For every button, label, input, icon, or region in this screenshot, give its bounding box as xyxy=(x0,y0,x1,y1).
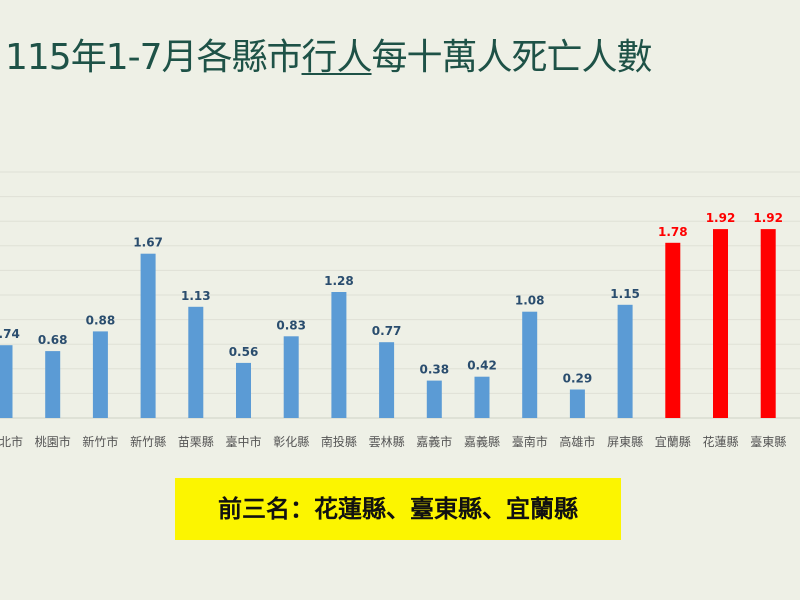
x-tick-label-10: 嘉義縣 xyxy=(464,434,500,449)
bar-0 xyxy=(0,345,13,418)
x-tick-label-16: 臺東縣 xyxy=(750,434,786,449)
bar-4 xyxy=(188,306,204,418)
chart-title: 115年1-7月各縣市行人每十萬人死亡人數 xyxy=(0,30,800,86)
value-label-7: 1.28 xyxy=(324,274,354,288)
x-tick-label-11: 臺南市 xyxy=(512,434,548,449)
bar-3 xyxy=(140,253,156,418)
value-label-5: 0.56 xyxy=(229,345,259,359)
value-label-11: 1.08 xyxy=(515,294,545,308)
chart-title-underlined: 行人 xyxy=(301,37,373,78)
value-label-0: 0.74 xyxy=(0,327,20,341)
value-label-12: 0.29 xyxy=(563,372,593,386)
x-tick-label-0: 臺北市 xyxy=(0,434,23,449)
x-tick-label-1: 桃園市 xyxy=(35,434,71,449)
x-tick-label-9: 嘉義市 xyxy=(416,434,452,449)
bar-9 xyxy=(426,380,442,418)
x-tick-label-6: 彰化縣 xyxy=(273,434,309,449)
x-tick-label-8: 雲林縣 xyxy=(369,435,405,449)
bar-5 xyxy=(236,362,251,418)
top-three-callout: 前三名：花蓮縣、臺東縣、宜蘭縣 xyxy=(175,478,621,540)
x-tick-label-15: 花蓮縣 xyxy=(702,434,738,449)
x-tick-label-14: 宜蘭縣 xyxy=(655,434,691,449)
x-tick-label-13: 屏東縣 xyxy=(607,435,643,449)
chart-title-suffix: 每十萬人死亡人數 xyxy=(371,37,653,78)
x-tick-label-2: 新竹市 xyxy=(82,434,118,449)
value-label-4: 1.13 xyxy=(181,289,211,303)
bars xyxy=(0,229,776,418)
value-label-10: 0.42 xyxy=(467,359,497,373)
value-label-15: 1.92 xyxy=(706,211,736,225)
bar-12 xyxy=(569,389,585,418)
value-label-14: 1.78 xyxy=(658,225,688,239)
bar-14 xyxy=(665,242,681,418)
x-tick-label-7: 南投縣 xyxy=(321,434,357,449)
x-tick-label-5: 臺中市 xyxy=(225,434,261,449)
bar-16 xyxy=(760,229,776,418)
value-label-13: 1.15 xyxy=(610,287,640,301)
value-label-3: 1.67 xyxy=(133,236,163,250)
bar-13 xyxy=(617,304,633,418)
x-tick-labels: 臺北市桃園市新竹市新竹縣苗栗縣臺中市彰化縣南投縣雲林縣嘉義市嘉義縣臺南市高雄市屏… xyxy=(0,434,786,449)
value-label-9: 0.38 xyxy=(419,363,449,377)
bar-6 xyxy=(283,336,299,418)
x-tick-label-4: 苗栗縣 xyxy=(178,435,214,449)
x-tick-label-3: 新竹縣 xyxy=(130,434,166,449)
bar-2 xyxy=(92,331,108,418)
bar-8 xyxy=(379,342,395,418)
value-label-2: 0.88 xyxy=(86,313,116,327)
value-label-6: 0.83 xyxy=(276,318,306,332)
bar-15 xyxy=(713,229,728,418)
value-label-16: 1.92 xyxy=(753,211,783,225)
chart-title-prefix: 115年1-7月各縣市 xyxy=(5,37,303,78)
x-tick-label-12: 高雄市 xyxy=(559,434,595,449)
value-label-8: 0.77 xyxy=(372,324,402,338)
value-label-1: 0.68 xyxy=(38,333,68,347)
bar-1 xyxy=(45,351,61,418)
bar-10 xyxy=(474,376,490,418)
bar-11 xyxy=(522,311,538,418)
value-labels: 0.74 0.68 0.88 1.67 1.13 0.56 0.83 1.28 0.77 0.38… xyxy=(0,211,783,385)
bar-7 xyxy=(331,292,347,418)
